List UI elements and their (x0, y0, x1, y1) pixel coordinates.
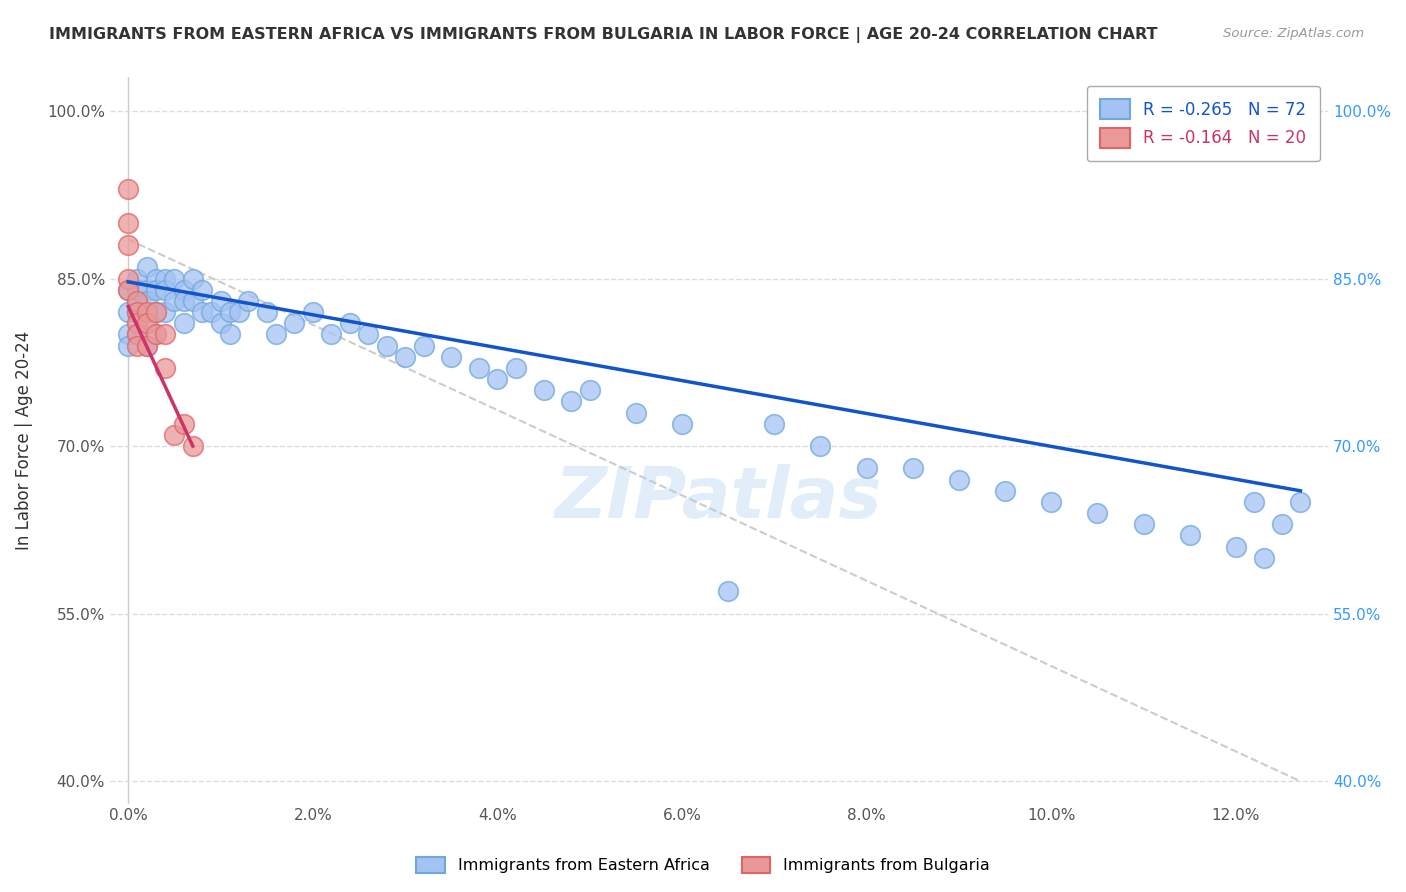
Point (181, 439, 204, 453)
Point (117, 338, 139, 352)
Point (994, 483, 1017, 498)
Point (218, 327, 240, 342)
Point (117, 283, 139, 297)
Point (394, 350, 416, 364)
Point (1132, 517, 1154, 532)
Point (135, 338, 157, 352)
Point (191, 283, 214, 297)
Point (624, 406, 647, 420)
Point (153, 327, 176, 342)
Point (135, 338, 157, 352)
Point (505, 360, 527, 375)
Point (135, 293, 157, 308)
Text: Source: ZipAtlas.com: Source: ZipAtlas.com (1223, 27, 1364, 40)
Point (117, 283, 139, 297)
Point (486, 372, 509, 386)
Point (117, 216, 139, 230)
Point (191, 305, 214, 319)
Point (357, 327, 380, 342)
Point (218, 305, 240, 319)
Point (127, 338, 149, 352)
Point (412, 338, 434, 352)
Point (135, 316, 157, 330)
Point (117, 182, 139, 196)
Point (578, 384, 600, 398)
Point (1289, 495, 1312, 509)
Point (173, 283, 195, 297)
Point (256, 305, 278, 319)
Point (173, 417, 195, 431)
Point (145, 305, 167, 319)
Point (173, 316, 195, 330)
Point (117, 238, 139, 252)
Point (238, 293, 260, 308)
Point (533, 384, 555, 398)
Legend: R = -0.265   N = 72, R = -0.164   N = 20: R = -0.265 N = 72, R = -0.164 N = 20 (1087, 86, 1320, 161)
Point (209, 316, 232, 330)
Point (181, 293, 204, 308)
Point (717, 584, 740, 599)
Text: IMMIGRANTS FROM EASTERN AFRICA VS IMMIGRANTS FROM BULGARIA IN LABOR FORCE | AGE : IMMIGRANTS FROM EASTERN AFRICA VS IMMIGR… (49, 27, 1157, 43)
Point (153, 271, 176, 285)
Point (127, 283, 149, 297)
Point (1225, 540, 1247, 554)
Point (209, 293, 232, 308)
Point (153, 305, 176, 319)
Point (1178, 528, 1201, 542)
Point (264, 327, 287, 342)
Point (200, 305, 222, 319)
Point (375, 338, 398, 352)
Point (440, 350, 463, 364)
Point (117, 305, 139, 319)
Point (127, 271, 149, 285)
Point (1087, 506, 1109, 520)
Point (135, 305, 157, 319)
Point (468, 360, 491, 375)
Point (1253, 550, 1275, 565)
Point (810, 439, 832, 453)
Point (228, 305, 250, 319)
Point (1271, 517, 1294, 532)
Point (301, 305, 323, 319)
Point (127, 327, 149, 342)
Point (127, 305, 149, 319)
Point (127, 293, 149, 308)
Point (855, 461, 877, 475)
Point (173, 293, 195, 308)
Point (163, 293, 186, 308)
Point (145, 271, 167, 285)
Point (560, 394, 582, 409)
Point (135, 316, 157, 330)
Point (1040, 495, 1063, 509)
Point (145, 327, 167, 342)
Point (163, 428, 186, 442)
Point (339, 316, 361, 330)
Y-axis label: In Labor Force | Age 20-24: In Labor Force | Age 20-24 (15, 331, 32, 550)
Point (127, 316, 149, 330)
Point (671, 417, 693, 431)
Point (283, 316, 305, 330)
Legend: Immigrants from Eastern Africa, Immigrants from Bulgaria: Immigrants from Eastern Africa, Immigran… (409, 850, 997, 880)
Point (127, 293, 149, 308)
Point (763, 417, 786, 431)
Point (181, 271, 204, 285)
Point (117, 327, 139, 342)
Point (145, 327, 167, 342)
Point (127, 327, 149, 342)
Point (1243, 495, 1265, 509)
Point (153, 360, 176, 375)
Point (145, 283, 167, 297)
Point (135, 260, 157, 275)
Point (145, 305, 167, 319)
Point (901, 461, 924, 475)
Point (163, 271, 186, 285)
Point (127, 305, 149, 319)
Point (135, 283, 157, 297)
Point (117, 271, 139, 285)
Point (321, 327, 343, 342)
Text: ZIPatlas: ZIPatlas (555, 464, 883, 533)
Point (948, 473, 970, 487)
Point (153, 283, 176, 297)
